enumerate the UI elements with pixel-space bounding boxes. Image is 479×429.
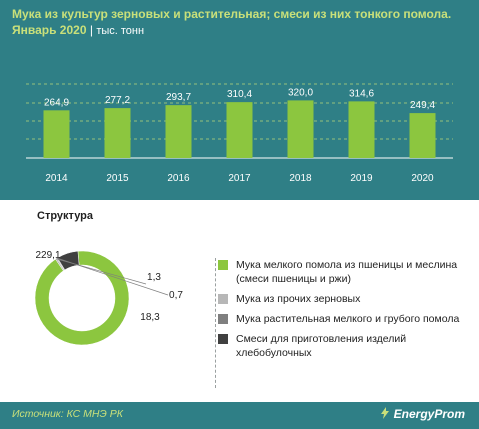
lightning-icon xyxy=(380,407,389,419)
legend-label: Мука мелкого помола из пшеницы и меслина… xyxy=(236,259,458,285)
bar xyxy=(43,110,70,158)
legend-swatch xyxy=(218,334,228,344)
bar-chart: 264,9 2014 277,2 2015 293,7 2016 310,4 2017 320,… xyxy=(26,83,453,184)
x-tick-label: 2015 xyxy=(106,173,129,184)
brand-name: EnergyProm xyxy=(393,407,465,421)
brand-logo: EnergyProm xyxy=(379,407,465,421)
bar xyxy=(104,108,131,158)
bar-value-label: 314,6 xyxy=(349,88,374,99)
legend-item: Мука из прочих зерновых xyxy=(218,292,468,306)
legend-label: Мука растительная мелкого и грубого помо… xyxy=(236,313,460,325)
legend-label: Смеси для приготовления изделий хлебобул… xyxy=(236,333,407,359)
legend-item: Мука растительная мелкого и грубого помо… xyxy=(218,312,468,326)
title-separator: | xyxy=(89,23,93,37)
bar-value-label: 264,9 xyxy=(44,97,69,108)
bar-value-label: 320,0 xyxy=(288,87,313,98)
bar xyxy=(165,105,192,158)
donut-legend: Мука мелкого помола из пшеницы и меслина… xyxy=(218,258,468,366)
header-banner: Мука из культур зерновых и растительная;… xyxy=(0,0,479,48)
x-tick-label: 2016 xyxy=(167,173,190,184)
bar-value-label: 249,4 xyxy=(410,100,435,111)
slice-value-label: 229,1 xyxy=(35,250,60,261)
legend-swatch xyxy=(218,314,228,324)
bar-value-label: 310,4 xyxy=(227,89,252,100)
x-tick-label: 2019 xyxy=(350,173,373,184)
legend-swatch xyxy=(218,260,228,270)
donut-slice xyxy=(34,250,130,346)
legend-divider xyxy=(215,258,216,388)
bar xyxy=(287,100,314,158)
bar xyxy=(348,101,375,158)
bar-value-label: 293,7 xyxy=(166,92,191,103)
bar-value-label: 277,2 xyxy=(105,95,130,106)
structure-panel xyxy=(0,200,479,402)
legend-item: Мука мелкого помола из пшеницы и меслина… xyxy=(218,258,468,286)
donut-chart: 229,1 1,3 0,7 18,3 xyxy=(34,250,183,346)
legend-swatch xyxy=(218,294,228,304)
x-tick-label: 2014 xyxy=(45,173,68,184)
slice-value-label: 18,3 xyxy=(140,312,160,323)
footer-banner: Источник: КС МНЭ РК EnergyProm xyxy=(0,402,479,429)
slice-value-label: 1,3 xyxy=(147,272,161,283)
x-tick-label: 2017 xyxy=(228,173,251,184)
x-tick-label: 2018 xyxy=(289,173,312,184)
unit-label: тыс. тонн xyxy=(96,25,145,37)
source-text: Источник: КС МНЭ РК xyxy=(12,408,123,420)
legend-label: Мука из прочих зерновых xyxy=(236,293,361,305)
title-text: Мука из культур зерновых и растительная;… xyxy=(12,7,452,37)
chart-title: Мука из культур зерновых и растительная;… xyxy=(12,6,467,39)
leader-line xyxy=(57,257,169,296)
bar xyxy=(409,113,436,158)
bar xyxy=(226,102,253,158)
legend-item: Смеси для приготовления изделий хлебобул… xyxy=(218,332,468,360)
slice-value-label: 0,7 xyxy=(169,290,183,301)
structure-title: Структура xyxy=(37,210,93,222)
x-tick-label: 2020 xyxy=(411,173,434,184)
